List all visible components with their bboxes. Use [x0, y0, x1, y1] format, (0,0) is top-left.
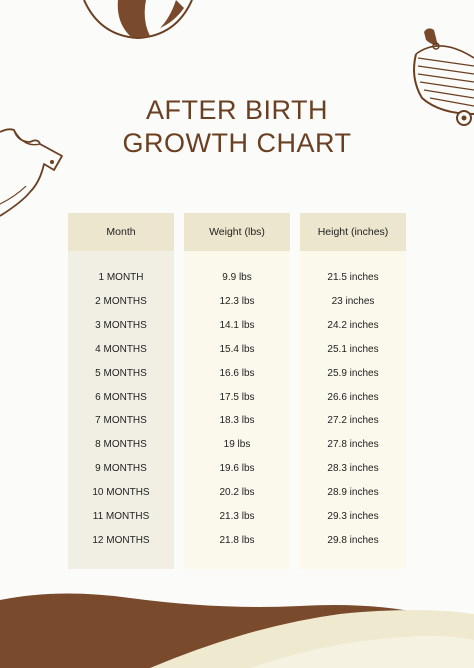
table-cell-month: 3 MONTHS — [95, 319, 147, 331]
table-cell-height: 27.2 inches — [327, 415, 379, 427]
table-cell-month: 5 MONTHS — [95, 367, 147, 379]
table-cell-month: 2 MONTHS — [95, 295, 147, 307]
table-cell-month: 8 MONTHS — [95, 439, 147, 451]
table-cell-weight: 18.3 lbs — [219, 415, 255, 427]
table-cell-weight: 21.3 lbs — [219, 511, 255, 522]
weight-column-body: 9.9 lbs 12.3 lbs 14.1 lbs 15.4 lbs 16.6 lbs 1… — [184, 251, 290, 569]
baby-onesie-icon — [0, 128, 63, 217]
table-cell-weight: 19.6 lbs — [219, 463, 255, 475]
height-column-body: 21.5 inches 23 inches 24.2 inches 25.1 inch… — [300, 251, 406, 569]
bottom-wave — [0, 593, 474, 668]
baby-ball-icon — [83, 0, 193, 40]
table-cell-weight: 16.6 lbs — [219, 367, 255, 379]
table-cell-month: 7 MONTHS — [95, 415, 147, 427]
table-cell-month: 9 MONTHS — [95, 463, 147, 475]
table-cell-height: 23 inches — [331, 295, 375, 307]
table-cell-weight: 20.2 lbs — [219, 487, 255, 499]
column-header-weight: Weight (lbs) — [184, 213, 290, 251]
table-cell-month: 12 MONTHS — [92, 534, 150, 546]
month-column: Month 1 MONTH 2 MONTHS 3 MONTHS 4 MONTHS 5 M… — [68, 213, 174, 569]
table-cell-height: 28.9 inches — [327, 487, 379, 499]
table-cell-height: 29.8 inches — [327, 534, 379, 546]
table-cell-month: 10 MONTHS — [92, 487, 150, 499]
table-cell-height: 21.5 inches — [327, 272, 379, 283]
page-title: AFTER BIRTH GROWTH CHART — [0, 94, 474, 160]
table-cell-weight: 17.5 lbs — [219, 391, 255, 403]
table-cell-weight: 21.8 lbs — [219, 534, 255, 546]
weight-column: Weight (lbs) 9.9 lbs 12.3 lbs 14.1 lbs 15.4… — [184, 213, 290, 569]
table-cell-height: 28.3 inches — [327, 463, 379, 475]
column-header-height: Height (inches) — [300, 213, 406, 251]
table-cell-height: 25.1 inches — [327, 343, 379, 355]
table-cell-weight: 14.1 lbs — [219, 319, 255, 331]
table-cell-weight: 12.3 lbs — [219, 295, 255, 307]
growth-table: Month 1 MONTH 2 MONTHS 3 MONTHS 4 MONTHS 5 M… — [68, 213, 406, 569]
table-cell-month: 4 MONTHS — [95, 343, 147, 355]
table-cell-weight: 19 lbs — [223, 439, 251, 451]
table-cell-height: 27.8 inches — [327, 439, 379, 451]
table-cell-height: 26.6 inches — [327, 391, 379, 403]
table-cell-month: 6 MONTHS — [95, 391, 147, 403]
column-header-month: Month — [68, 213, 174, 251]
month-column-body: 1 MONTH 2 MONTHS 3 MONTHS 4 MONTHS 5 MONTHS 6… — [68, 251, 174, 569]
table-cell-height: 29.3 inches — [327, 511, 379, 522]
title-line-1: AFTER BIRTH — [145, 95, 328, 125]
title-line-2: GROWTH CHART — [122, 128, 352, 158]
table-cell-weight: 9.9 lbs — [222, 272, 252, 283]
table-cell-weight: 15.4 lbs — [219, 343, 255, 355]
height-column: Height (inches) 21.5 inches 23 inches 24.2… — [300, 213, 406, 569]
table-cell-height: 25.9 inches — [327, 367, 379, 379]
table-cell-month: 1 MONTH — [98, 272, 144, 283]
table-cell-month: 11 MONTHS — [92, 511, 150, 522]
table-cell-height: 24.2 inches — [327, 319, 379, 331]
baby-stroller-icon — [413, 28, 474, 126]
